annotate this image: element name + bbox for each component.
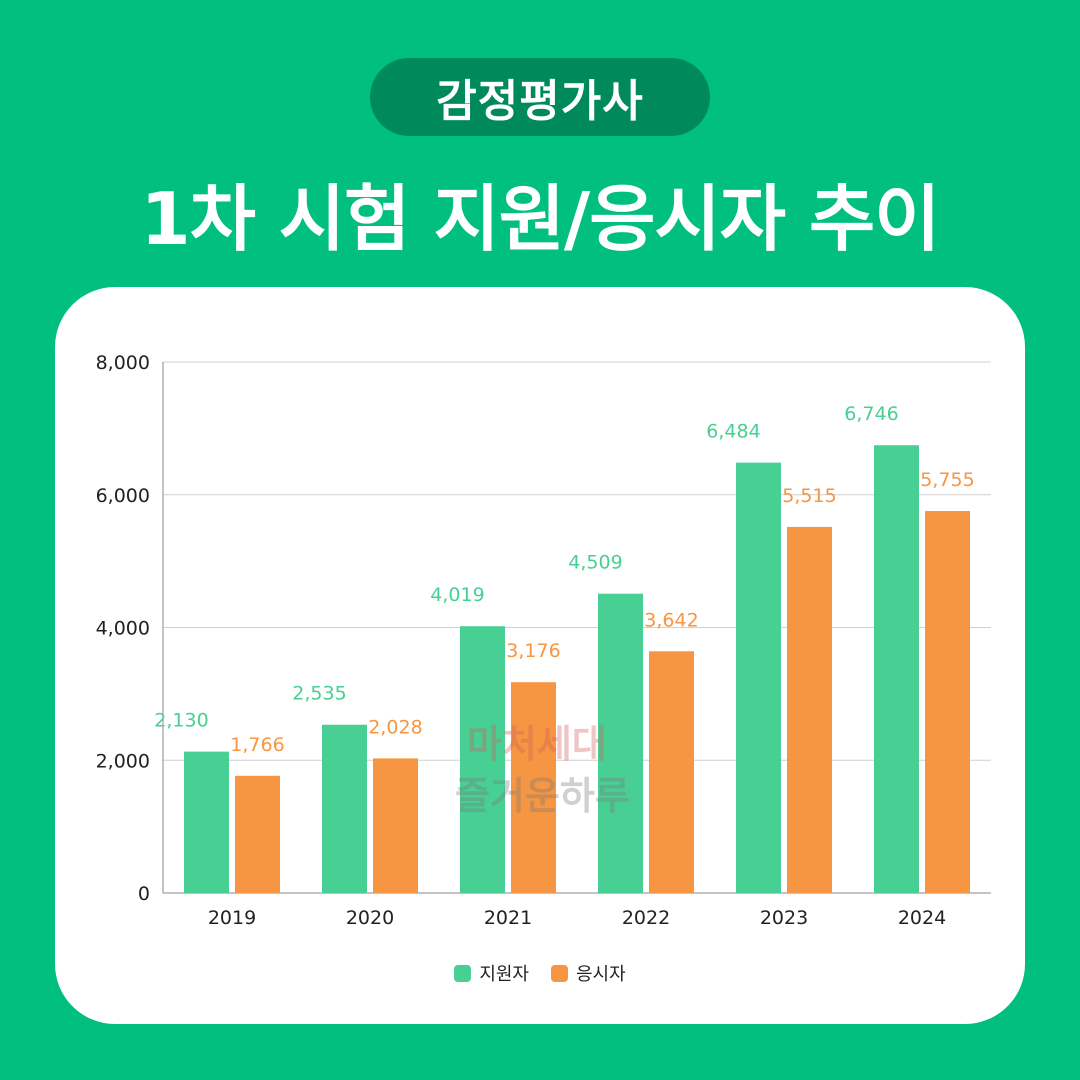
legend-swatch-applicants [454,964,472,982]
y-tick-label: 6,000 [96,485,150,507]
data-label-applicants: 6,746 [844,403,898,425]
x-tick-label: 2024 [898,907,946,929]
watermark-line2: 즐거운하루 [455,774,630,818]
bar-applicants [322,724,367,893]
bar-applicants [736,462,781,893]
y-tick-label: 4,000 [96,618,150,640]
y-tick-label: 2,000 [96,750,150,772]
data-label-examinees: 3,642 [644,609,698,631]
x-tick-label: 2023 [760,907,808,929]
data-label-examinees: 5,755 [920,469,974,491]
bar-examinees [787,526,832,893]
page-title: 1차 시험 지원/응시자 추이 [140,177,941,261]
data-label-applicants: 2,130 [154,710,208,732]
bar-applicants [598,593,643,893]
data-label-applicants: 2,535 [292,683,346,705]
legend-label-examinees: 응시자 [576,964,626,985]
bar-examinees [373,758,418,893]
bar-examinees [511,682,556,893]
category-badge: 감정평가사 [370,58,710,136]
chart-legend: 지원자 응시자 [0,960,1080,986]
legend-item-examinees: 응시자 [551,960,626,986]
bar-examinees [235,775,280,893]
x-tick-label: 2022 [622,907,670,929]
bar-applicants [874,445,919,893]
bar-applicants [184,751,229,893]
legend-item-applicants: 지원자 [454,960,529,986]
data-label-applicants: 6,484 [706,421,760,443]
data-label-examinees: 3,176 [506,640,560,662]
watermark-line1: 마처세대 [467,722,607,766]
data-label-applicants: 4,509 [568,552,622,574]
data-label-applicants: 4,019 [430,584,484,606]
x-tick-label: 2021 [484,907,532,929]
y-tick-label: 0 [138,883,150,905]
y-tick-label: 8,000 [96,352,150,374]
x-tick-label: 2019 [208,907,256,929]
x-tick-label: 2020 [346,907,394,929]
legend-label-applicants: 지원자 [479,964,529,985]
data-label-examinees: 5,515 [782,485,836,507]
bar-examinees [649,651,694,893]
watermark: 마처세대 즐거운하루 [455,718,675,822]
data-label-examinees: 1,766 [230,734,284,756]
data-label-examinees: 2,028 [368,716,422,738]
bar-examinees [925,511,970,893]
legend-swatch-examinees [551,964,568,982]
bar-applicants [460,626,505,893]
chart-card [55,287,1025,1024]
